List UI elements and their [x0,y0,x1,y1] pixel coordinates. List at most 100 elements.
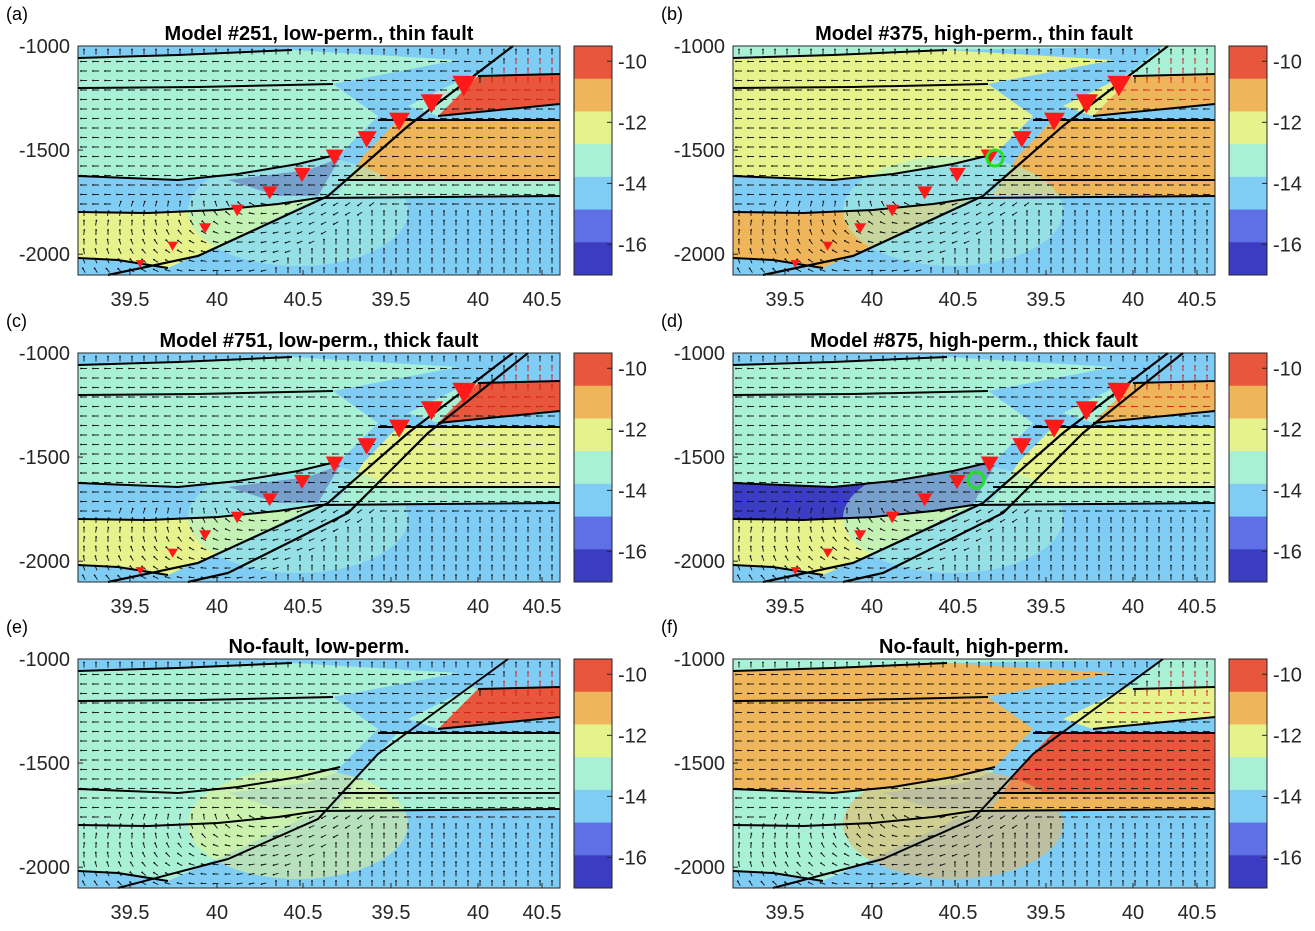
flow-arrow-head [1047,99,1049,101]
flow-arrow-head [1107,108,1109,110]
flow-arrow-head [296,70,298,72]
flow-arrow-head [915,108,917,110]
flow-arrow-head [164,156,166,158]
flow-arrow-head [212,146,214,148]
flow-arrow-head [999,80,1001,82]
flow-arrow-head [308,61,310,63]
flow-arrow-head [344,415,346,417]
flow-arrow-head [272,463,274,465]
colorbar-swatch [1229,111,1267,144]
flow-arrow-head [215,49,217,51]
flow-arrow-head [191,49,193,51]
flow-arrow-head [831,184,833,186]
flow-arrow-head [383,267,385,269]
flow-arrow-head [308,175,310,177]
flow-arrow-head [975,175,977,177]
flow-arrow-head [107,239,109,241]
flow-arrow-head [142,239,144,241]
flow-arrow-head [107,356,109,358]
flow-arrow-head [1074,49,1076,51]
flow-arrow-head [759,184,761,186]
flow-arrow-head [1002,49,1004,51]
flow-arrow-head [735,146,737,148]
flow-arrow-head [952,223,954,225]
flow-arrow-head [416,127,418,129]
flow-arrow-head [1170,267,1172,269]
flow-arrow-head [783,108,785,110]
flow-arrow-head [80,184,82,186]
flow-arrow-head [491,49,493,51]
colorbar-tick-label: -10 [1273,51,1302,73]
flow-arrow-head [1011,137,1013,139]
flow-arrow-head [515,267,517,269]
flow-arrow-head [104,203,106,205]
flow-arrow-head [512,146,514,148]
flow-arrow-head [843,89,845,91]
flow-arrow-head [224,194,226,196]
flow-arrow-head [431,248,433,250]
flow-arrow-head [236,80,238,82]
flow-arrow-head [428,165,430,167]
flow-arrow-head [200,444,202,446]
flow-arrow-head [380,175,382,177]
flow-arrow-head [248,368,250,370]
flow-arrow-head [452,194,454,196]
flow-arrow-head [80,453,82,455]
flow-arrow-head [939,127,941,129]
colorbar-swatch [1229,210,1267,243]
flow-arrow-head [92,146,94,148]
flow-arrow-head [1158,258,1160,260]
flow-arrow-head [548,444,550,446]
flow-arrow-head [224,61,226,63]
flow-arrow-head [92,156,94,158]
flow-arrow-head [92,472,94,474]
flow-arrow-head [116,387,118,389]
flow-arrow-head [512,184,514,186]
flow-arrow-head [344,184,346,186]
flow-arrow-head [178,220,180,222]
flow-arrow-head [104,146,106,148]
flow-arrow-head [214,201,216,203]
flow-arrow-head [356,444,358,446]
flow-arrow-head [891,61,893,63]
flow-arrow-head [987,175,989,177]
flow-arrow-head [476,61,478,63]
flow-arrow-head [152,368,154,370]
flow-arrow-head [951,175,953,177]
flow-arrow-head [512,463,514,465]
flow-arrow-head [1011,61,1013,63]
flow-arrow-head [380,368,382,370]
flow-arrow-head [930,267,932,269]
flow-arrow-head [892,260,894,262]
flow-arrow-head [296,184,298,186]
flow-arrow-head [272,425,274,427]
flow-arrow-head [440,61,442,63]
flow-arrow-head [347,49,349,51]
flow-arrow-head [1167,127,1169,129]
flow-arrow-head [440,463,442,465]
flow-arrow-head [1131,99,1133,101]
flow-arrow-head [1146,49,1148,51]
flow-arrow-head [903,118,905,120]
flow-arrow-head [856,230,858,232]
flow-arrow-head [999,118,1001,120]
panel-title: Model #375, high-perm., thin fault [815,23,1133,45]
flow-arrow-head [261,203,263,205]
flow-arrow-head [1122,239,1124,241]
flow-arrow-head [404,194,406,196]
flow-arrow-head [359,248,361,250]
flow-arrow-head [500,127,502,129]
flow-arrow-head [237,260,239,262]
flow-arrow-head [152,156,154,158]
flow-arrow-head [404,444,406,446]
flow-arrow-head [759,61,761,63]
flow-arrow-head [867,146,869,148]
flow-arrow-head [248,415,250,417]
flow-arrow-head [212,377,214,379]
flow-arrow-head [260,118,262,120]
flow-arrow-head [488,406,490,408]
flow-arrow-head [236,165,238,167]
flow-arrow-head [119,356,121,358]
flow-arrow-head [1035,203,1037,205]
flow-arrow-head [128,156,130,158]
